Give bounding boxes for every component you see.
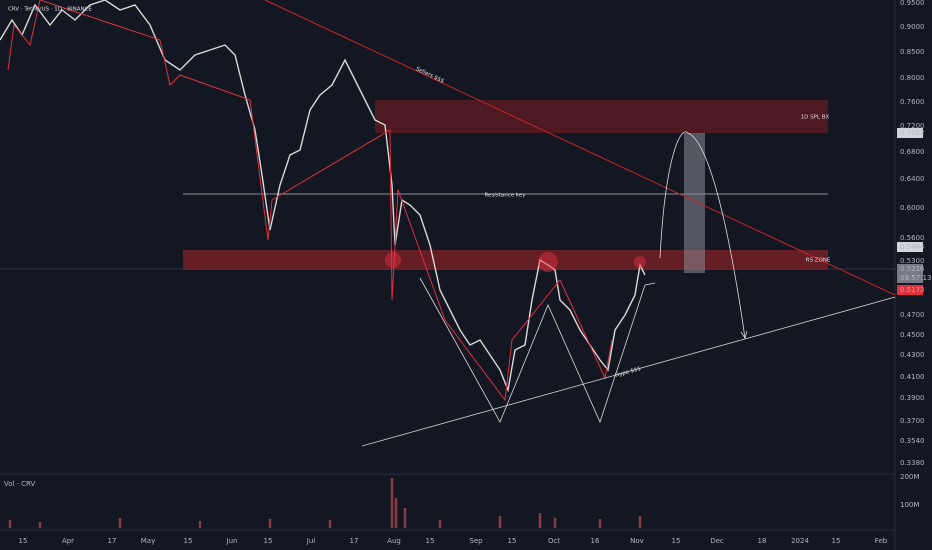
date-label: Sep	[469, 537, 483, 545]
price-tag	[897, 128, 923, 138]
price-label: 0.8500	[900, 48, 925, 56]
date-label: 15	[426, 537, 435, 545]
volume-bars	[8, 478, 642, 528]
date-label: 18	[758, 537, 767, 545]
symbol-header: CRV · TetherUS · 1D · BINANCE	[8, 7, 92, 13]
w-pattern	[419, 277, 646, 424]
price-tag-label: 0.5173	[900, 286, 925, 294]
date-label: 15	[832, 537, 841, 545]
touch-marker	[634, 256, 646, 268]
target-range	[684, 133, 705, 273]
date-label: 15	[672, 537, 681, 545]
price-label: 0.5300	[900, 257, 925, 265]
price-tag-label: 0.5484	[900, 243, 925, 251]
price-tag	[897, 285, 923, 295]
rs-zone	[183, 250, 828, 270]
date-label: 17	[108, 537, 117, 545]
date-label: 16	[591, 537, 600, 545]
volume-label: 200M	[900, 473, 919, 481]
annotation: RS ZONE	[806, 258, 831, 264]
annotation: Resistance key	[484, 193, 526, 199]
price-label: 0.5600	[900, 234, 925, 242]
date-label: 17	[350, 537, 359, 545]
price-tag-label: 09:57:13	[900, 274, 931, 282]
date-label: 2024	[791, 537, 809, 545]
price-label: 0.6800	[900, 148, 925, 156]
price-label: 0.6000	[900, 204, 925, 212]
date-label: Jun	[226, 537, 238, 545]
date-label: May	[141, 537, 155, 545]
price-label: 0.7600	[900, 98, 925, 106]
date-label: Nov	[630, 537, 644, 545]
date-label: Jul	[306, 537, 316, 545]
price-label: 0.6400	[900, 175, 925, 183]
price-label: 0.8000	[900, 74, 925, 82]
downtrend-line	[264, 0, 896, 296]
date-label: 15	[264, 537, 273, 545]
touch-marker	[538, 252, 558, 272]
price-wicks	[7, 0, 613, 402]
arrow-head	[740, 330, 748, 339]
projection-arc	[659, 131, 746, 339]
date-label: 15	[184, 537, 193, 545]
price-label: 0.9000	[900, 23, 925, 31]
price-label: 0.4100	[900, 373, 925, 381]
date-label: Apr	[62, 537, 74, 545]
price-label: 0.4300	[900, 351, 925, 359]
price-label: 0.4500	[900, 331, 925, 339]
touch-marker	[385, 252, 401, 268]
price-tag	[897, 264, 923, 274]
price-tag-label: 0.7082	[900, 129, 925, 137]
date-label: Dec	[710, 537, 724, 545]
date-label: 15	[508, 537, 517, 545]
price-label: 0.7200	[900, 122, 925, 130]
price-label: 0.3700	[900, 417, 925, 425]
price-tag	[897, 273, 923, 283]
price-label: 0.3540	[900, 437, 925, 445]
date-label: Aug	[387, 537, 401, 545]
price-label: 0.3380	[900, 459, 925, 467]
supply-box	[375, 100, 828, 133]
uptrend-line	[361, 296, 896, 447]
price-tag-label: 0.5216	[900, 265, 925, 273]
arrow	[644, 282, 656, 286]
price-label: 0.9500	[900, 0, 925, 7]
date-label: Oct	[548, 537, 560, 545]
volume-label: 100M	[900, 501, 919, 509]
price-path	[0, 0, 646, 393]
date-label: 15	[19, 537, 28, 545]
price-label: 0.3900	[900, 394, 925, 402]
annotation: 1D SPL BX	[801, 115, 830, 121]
date-label: Feb	[875, 537, 888, 545]
price-label: 0.4700	[900, 311, 925, 319]
volume-title: Vol · CRV	[4, 480, 36, 488]
price-tag	[897, 242, 923, 252]
